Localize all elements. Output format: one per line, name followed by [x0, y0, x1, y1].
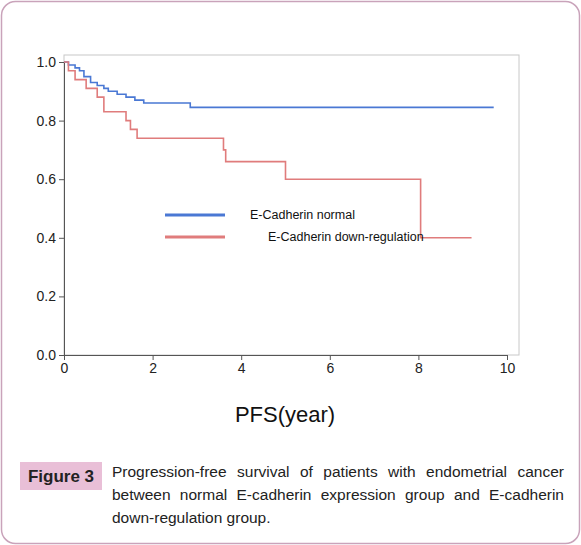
- caption: Progression-free survival of patients wi…: [112, 460, 564, 529]
- figure-badge: [20, 462, 102, 490]
- survival-curve: [64, 62, 494, 107]
- x-tick-label: 2: [149, 360, 157, 376]
- y-tick-label: 0.2: [37, 288, 57, 304]
- x-axis: 0 2 4 6 8 10: [61, 355, 516, 376]
- legend-swatch: [165, 214, 225, 217]
- y-axis: 0.0 0.2 0.4 0.6 0.8 1.0: [37, 54, 65, 363]
- x-tick-label: 4: [238, 360, 246, 376]
- x-tick-label: 6: [326, 360, 334, 376]
- y-tick-mark: [59, 179, 64, 180]
- y-tick-label: 1.0: [37, 54, 57, 70]
- y-tick-label: 0.0: [37, 347, 57, 363]
- figure-label: Figure 3: [28, 467, 94, 486]
- legend-label: E-Cadherin down-regulation: [268, 230, 424, 244]
- x-tick: 8: [415, 355, 423, 376]
- plot-frame: [64, 55, 519, 355]
- y-axis-line: [59, 63, 65, 356]
- y-tick-label: 0.4: [37, 230, 57, 246]
- y-tick: 0.4: [37, 230, 64, 246]
- legend: E-Cadherin normal E-Cadherin down-regulat…: [165, 208, 424, 244]
- y-tick-mark: [59, 238, 64, 239]
- x-tick: 0: [61, 355, 69, 376]
- legend-label: E-Cadherin normal: [250, 208, 355, 222]
- x-tick: 2: [149, 355, 157, 376]
- y-tick: 0.8: [37, 113, 64, 129]
- y-tick-mark: [59, 121, 64, 122]
- x-tick: 4: [238, 355, 246, 376]
- x-tick-label: 10: [500, 360, 516, 376]
- page-border: [2, 2, 580, 544]
- y-tick: 0.0: [37, 347, 64, 363]
- x-tick-label: 0: [61, 360, 69, 376]
- y-tick: 0.6: [37, 171, 64, 187]
- series-group: [64, 62, 494, 238]
- y-tick-mark: [59, 62, 64, 63]
- y-tick-label: 0.8: [37, 113, 57, 129]
- x-tick-label: 8: [415, 360, 423, 376]
- y-tick: 1.0: [37, 54, 64, 70]
- y-tick: 0.2: [37, 288, 64, 304]
- x-tick: 10: [500, 355, 516, 376]
- survival-curve: [64, 62, 472, 238]
- y-tick-mark: [59, 296, 64, 297]
- x-tick: 6: [326, 355, 334, 376]
- y-tick-label: 0.6: [37, 171, 57, 187]
- x-axis-title: PFS(year): [235, 402, 335, 427]
- x-axis-line: [65, 356, 508, 361]
- legend-swatch: [165, 236, 225, 239]
- y-tick-mark: [59, 355, 64, 356]
